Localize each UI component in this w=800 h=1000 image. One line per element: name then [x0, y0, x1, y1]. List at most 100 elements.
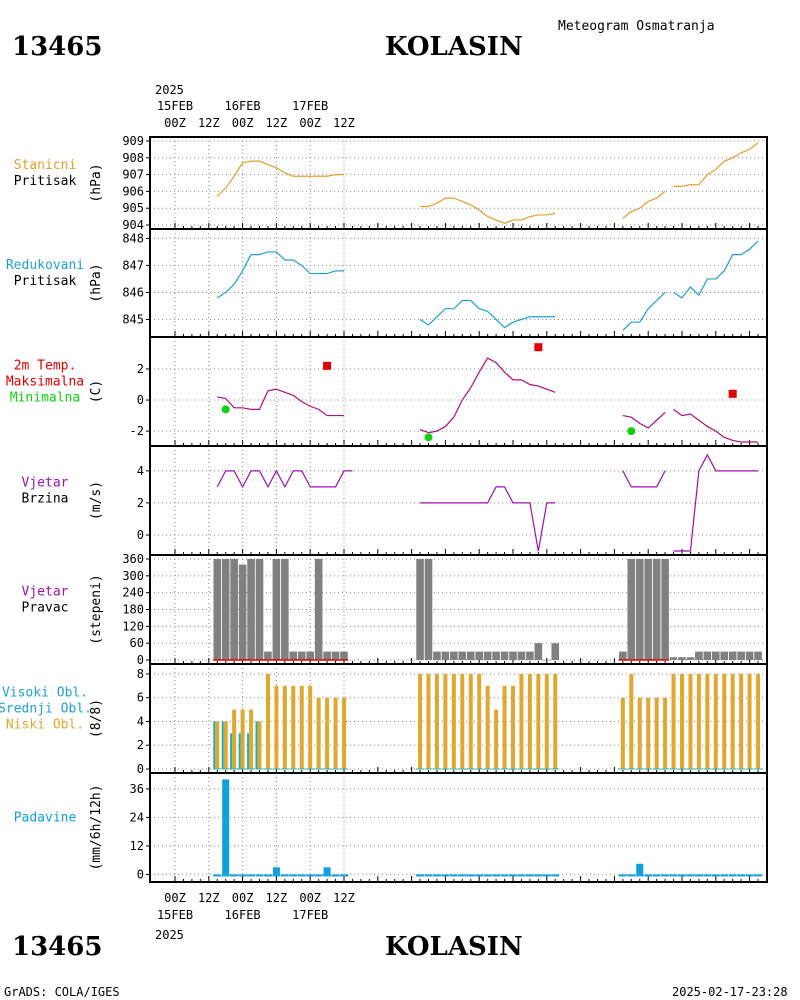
panel-6: 0 2 4 6 8 Visoki Obl.Srednji Obl.Niski Obl. (8… — [0, 663, 768, 776]
wind-dir-bar — [264, 651, 272, 660]
y-tick-label: 909 — [122, 134, 144, 148]
wind-dir-bar — [754, 651, 762, 660]
wind-dir-bar — [331, 651, 340, 660]
wind-dir-bar — [475, 651, 483, 660]
time-label-bottom: 00Z — [232, 891, 254, 905]
y-tick-label: 36 — [130, 782, 144, 796]
wind-dir-bar — [450, 651, 458, 660]
year-bottom: 2025 — [155, 928, 184, 942]
y-axis-label: (C) — [89, 380, 104, 403]
date-label-bottom: 16FEB — [225, 908, 261, 922]
low-cloud-bar — [494, 709, 499, 769]
low-cloud-bar — [291, 685, 296, 769]
wind-dir-bar — [297, 651, 306, 660]
panel-label: Srednji Obl. — [0, 702, 92, 717]
wind-dir-bar — [661, 559, 669, 660]
series-line — [622, 292, 666, 331]
y-tick-label: -2 — [130, 424, 144, 438]
low-cloud-bar — [722, 673, 727, 769]
wind-dir-bar — [466, 651, 475, 660]
time-label-bottom: 12Z — [333, 891, 355, 905]
panel-label: Pritisak — [14, 274, 77, 289]
wind-dir-bar — [424, 559, 433, 660]
panel-label: Visoki Obl. — [2, 686, 88, 701]
y-tick-label: 240 — [122, 586, 144, 600]
low-cloud-bar — [274, 685, 279, 769]
mid-cloud-bar — [221, 721, 224, 769]
mid-cloud-bar — [255, 721, 258, 769]
low-cloud-bar — [282, 685, 287, 769]
date-label-top: 16FEB — [225, 99, 261, 113]
y-axis-label: (m/s) — [89, 481, 104, 520]
precip-bar — [636, 863, 644, 875]
low-cloud-bar — [705, 673, 710, 769]
min-temp-point — [627, 427, 636, 436]
year-top: 2025 — [155, 83, 184, 97]
low-cloud-bar — [646, 697, 651, 769]
low-cloud-bar — [249, 709, 254, 769]
mid-cloud-bar — [230, 733, 233, 769]
y-tick-label: 120 — [122, 619, 144, 633]
panel-label: Niski Obl. — [6, 718, 84, 733]
low-cloud-bar — [536, 673, 541, 769]
time-label-bottom: 00Z — [164, 891, 186, 905]
panel-label: Maksimalna — [6, 375, 84, 390]
time-axis: 00Z 00Z 12Z 12Z 00Z 00Z 12Z 12Z 00Z 00Z 12Z 12Z 15FE… — [157, 99, 355, 922]
min-temp-point — [424, 433, 433, 442]
wind-dir-bar — [213, 559, 222, 660]
y-tick-label: 907 — [122, 168, 144, 182]
y-axis-label: (mm/6h/12h) — [89, 784, 104, 870]
wind-dir-bar — [652, 559, 661, 660]
time-label-top: 12Z — [266, 116, 288, 130]
wind-dir-bar — [619, 651, 627, 660]
low-cloud-bar — [325, 697, 330, 769]
y-tick-label: 0 — [137, 528, 144, 542]
wind-dir-bar — [509, 651, 517, 660]
y-axis-label: (hPa) — [89, 163, 104, 202]
wind-dir-bar — [314, 559, 323, 660]
series-line — [673, 142, 759, 187]
wind-dir-bar — [416, 559, 424, 660]
wind-dir-bar — [669, 657, 678, 660]
low-cloud-bar — [730, 673, 735, 769]
y-tick-label: 300 — [122, 569, 144, 583]
low-cloud-bar — [426, 673, 431, 769]
series-line — [420, 486, 556, 552]
low-cloud-bar — [654, 697, 659, 769]
series-line — [420, 197, 556, 224]
y-tick-label: 908 — [122, 151, 144, 165]
wind-dir-bar — [255, 559, 264, 660]
low-cloud-bar — [240, 709, 245, 769]
low-cloud-bar — [477, 673, 482, 769]
wind-dir-bar — [441, 651, 450, 660]
low-cloud-bar — [215, 721, 220, 769]
low-cloud-bar — [519, 673, 524, 769]
date-label-bottom: 15FEB — [157, 908, 193, 922]
wind-dir-bar — [728, 651, 737, 660]
low-cloud-bar — [696, 673, 701, 769]
low-cloud-bar — [680, 673, 684, 769]
low-cloud-bar — [747, 673, 752, 769]
y-tick-label: 2 — [137, 738, 144, 752]
station-name-top: KOLASIN — [385, 32, 523, 62]
wind-dir-bar — [635, 559, 644, 660]
y-tick-label: 60 — [130, 636, 144, 650]
wind-dir-bar — [340, 651, 348, 660]
low-cloud-bar — [688, 673, 693, 769]
panel-frame — [149, 136, 768, 230]
wind-dir-bar — [281, 559, 289, 660]
wind-dir-bar — [238, 564, 247, 660]
low-cloud-bar — [527, 673, 532, 769]
y-tick-label: 6 — [137, 691, 144, 705]
station-id-top: 13465 — [12, 32, 102, 62]
y-tick-label: 360 — [122, 552, 144, 566]
time-label-top: 00Z — [164, 116, 186, 130]
time-label-bottom: 12Z — [266, 891, 288, 905]
panel-label: Stanicni — [14, 158, 77, 173]
wind-dir-bar — [289, 651, 298, 660]
time-label-top: 12Z — [333, 116, 355, 130]
low-cloud-bar — [511, 685, 515, 769]
y-tick-label: 180 — [122, 603, 144, 617]
